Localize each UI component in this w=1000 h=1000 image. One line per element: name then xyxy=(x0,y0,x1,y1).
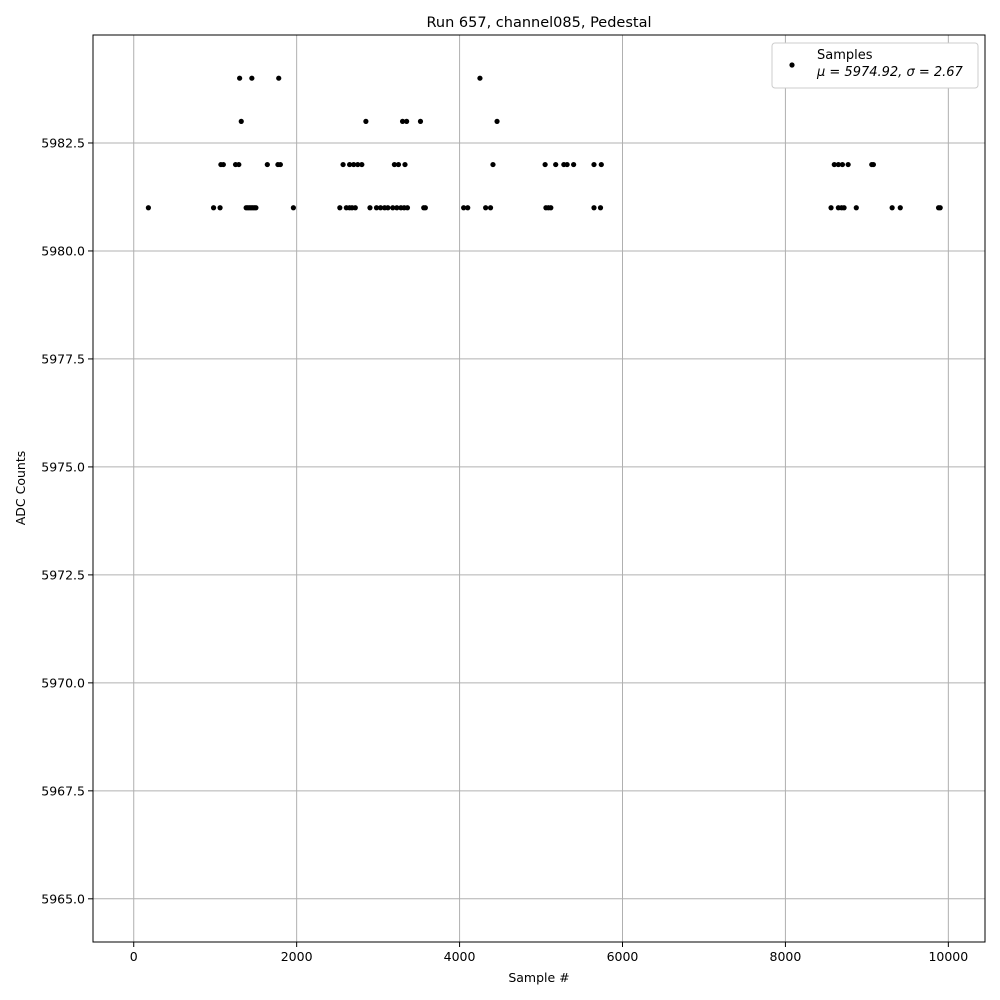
data-point xyxy=(465,205,471,211)
data-point xyxy=(490,161,496,168)
data-point xyxy=(253,205,259,211)
data-point xyxy=(337,205,343,211)
plot-frame xyxy=(92,34,986,943)
data-point xyxy=(355,161,361,168)
legend-entry-stats: μ = 5974.92, σ = 2.67 xyxy=(816,65,964,80)
data-point xyxy=(853,205,859,211)
data-point xyxy=(417,118,424,124)
data-point xyxy=(395,161,402,168)
data-points xyxy=(145,75,943,211)
y-tick-label: 5977.5 xyxy=(41,351,85,366)
data-point xyxy=(277,161,283,168)
y-tick-label: 5975.0 xyxy=(41,459,85,474)
y-tick-label: 5965.0 xyxy=(41,891,85,906)
data-point xyxy=(359,161,365,168)
y-tick-label: 5972.5 xyxy=(41,567,85,582)
data-point xyxy=(237,75,243,81)
data-point xyxy=(897,205,903,211)
data-point xyxy=(487,205,494,211)
data-point xyxy=(340,161,346,168)
data-point xyxy=(835,161,841,168)
legend: Samples μ = 5974.92, σ = 2.67 xyxy=(771,42,979,89)
data-point xyxy=(217,205,223,211)
data-point xyxy=(591,161,597,168)
data-point xyxy=(390,205,396,211)
data-point xyxy=(839,161,846,168)
data-point xyxy=(422,205,428,211)
data-point xyxy=(367,205,373,211)
data-point xyxy=(399,118,406,124)
data-point xyxy=(483,205,489,211)
data-point xyxy=(352,205,358,211)
x-tick-label: 0 xyxy=(130,949,138,964)
data-point xyxy=(404,205,411,211)
data-point xyxy=(220,161,226,168)
data-point xyxy=(889,205,895,211)
data-point xyxy=(276,75,282,81)
x-tick-label: 4000 xyxy=(444,949,476,964)
y-tick-label: 5980.0 xyxy=(41,243,85,258)
x-tick-label: 8000 xyxy=(770,949,802,964)
data-point xyxy=(564,161,570,168)
data-point xyxy=(394,205,400,211)
data-point xyxy=(591,205,597,211)
data-point xyxy=(145,205,151,211)
data-point xyxy=(264,161,270,168)
data-point xyxy=(290,205,296,211)
grid-lines xyxy=(93,35,985,942)
data-point xyxy=(461,205,467,211)
data-point xyxy=(391,161,398,168)
data-point xyxy=(402,161,408,168)
x-tick-label: 2000 xyxy=(281,949,313,964)
data-point xyxy=(841,205,847,211)
chart-title: Run 657, channel085, Pedestal xyxy=(426,15,651,31)
data-point xyxy=(828,205,834,211)
data-point xyxy=(404,118,410,124)
y-tick-label: 5967.5 xyxy=(41,783,85,798)
data-point xyxy=(553,161,559,168)
data-point xyxy=(238,118,244,124)
data-point xyxy=(385,205,391,211)
x-tick-label: 10000 xyxy=(928,949,968,964)
data-point xyxy=(494,118,500,124)
legend-marker xyxy=(789,62,795,68)
data-point xyxy=(831,161,837,168)
data-point xyxy=(542,161,548,168)
legend-entry-label: Samples xyxy=(817,48,873,63)
data-point xyxy=(870,161,876,168)
data-point xyxy=(351,161,357,168)
y-axis-label: ADC Counts xyxy=(13,451,28,526)
data-point xyxy=(373,205,380,211)
x-tick-label: 6000 xyxy=(607,949,639,964)
data-point xyxy=(363,118,369,124)
data-point xyxy=(210,205,217,211)
data-point xyxy=(249,75,255,81)
y-tick-label: 5970.0 xyxy=(41,675,85,690)
x-axis-label: Sample # xyxy=(508,970,569,985)
data-point xyxy=(597,205,604,211)
data-point xyxy=(377,205,384,211)
data-point xyxy=(937,205,943,211)
axis-ticks: 0 2000 4000 6000 8000 10000 5965.0 5967.5 5970.0… xyxy=(41,135,968,964)
data-point xyxy=(347,161,353,168)
data-point xyxy=(236,161,242,168)
data-point xyxy=(548,205,554,211)
data-point xyxy=(477,75,483,81)
y-tick-label: 5982.5 xyxy=(41,135,85,150)
data-point xyxy=(845,161,851,168)
data-point xyxy=(571,161,577,168)
legend-box xyxy=(771,42,979,89)
data-point xyxy=(598,161,604,168)
